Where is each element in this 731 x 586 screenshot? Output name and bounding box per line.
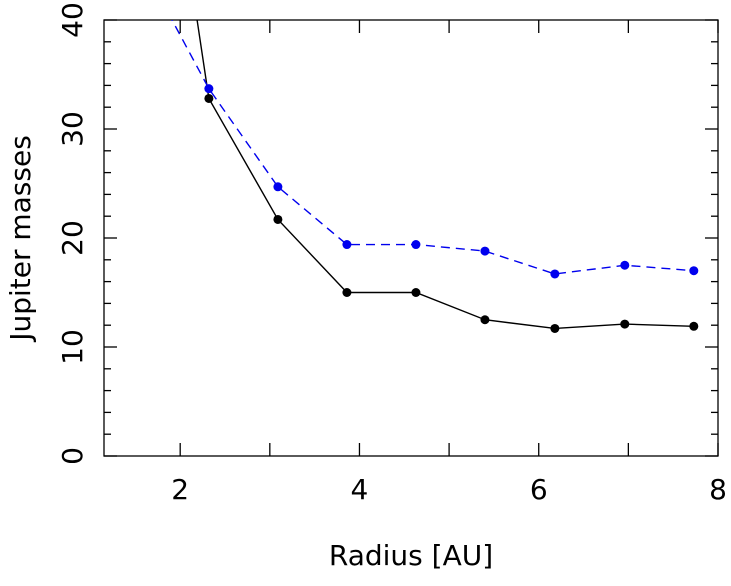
y-tick-label: 30: [56, 111, 89, 147]
data-point: [273, 214, 283, 224]
data-point: [689, 266, 699, 276]
y-tick-label: 40: [56, 2, 89, 38]
data-point: [620, 319, 630, 329]
plot-frame: [103, 19, 719, 457]
data-point: [273, 182, 283, 192]
data-point: [620, 260, 630, 270]
data-point: [342, 288, 352, 297]
x-tick-label: 2: [171, 473, 189, 506]
data-point: [550, 269, 560, 279]
data-point: [204, 84, 214, 94]
x-tick-label: 4: [351, 473, 369, 506]
series-line: [171, 20, 694, 275]
x-axis-label: Radius [AU]: [329, 539, 493, 572]
x-tick-label: 8: [709, 473, 727, 506]
data-point: [411, 240, 421, 250]
series-line: [196, 20, 694, 330]
data-point: [689, 321, 699, 331]
plot-area: [171, 20, 699, 333]
data-point: [411, 288, 421, 297]
y-tick-label: 20: [56, 220, 89, 256]
data-point: [480, 246, 490, 256]
data-point: [204, 93, 214, 103]
data-point: [342, 240, 352, 250]
y-tick-label: 10: [56, 329, 89, 365]
data-point: [480, 315, 490, 325]
y-tick-label: 0: [56, 447, 89, 465]
data-point: [550, 323, 560, 333]
x-tick-label: 6: [530, 473, 548, 506]
y-axis-label: Jupiter masses: [4, 135, 37, 343]
